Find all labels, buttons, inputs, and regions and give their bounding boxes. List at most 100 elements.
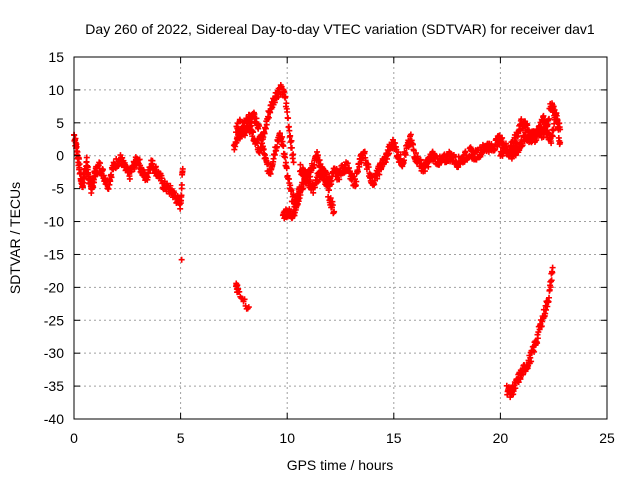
data-point	[551, 106, 558, 113]
data-point	[97, 160, 104, 167]
data-point	[285, 115, 292, 122]
data-point	[513, 139, 520, 146]
data-point	[179, 165, 186, 172]
x-tick-label: 0	[70, 430, 78, 446]
data-point	[553, 112, 560, 119]
data-point	[382, 159, 389, 166]
data-point	[509, 146, 516, 153]
data-point	[282, 93, 289, 100]
data-point	[517, 376, 524, 383]
data-point	[527, 354, 534, 361]
data-point	[84, 163, 91, 170]
data-point	[354, 168, 361, 175]
data-point	[149, 157, 156, 164]
data-point	[540, 112, 547, 119]
x-axis-ticks: 0 5 10 15 20 25	[70, 57, 615, 446]
data-point	[371, 181, 378, 188]
data-point	[290, 151, 297, 158]
data-point	[283, 100, 290, 107]
data-point	[105, 185, 112, 192]
data-points	[71, 82, 564, 401]
data-point	[99, 166, 106, 173]
data-point	[271, 99, 278, 106]
data-point	[239, 119, 246, 126]
data-point	[282, 154, 289, 161]
grid-lines	[74, 57, 607, 419]
data-point	[548, 132, 555, 139]
data-point	[555, 126, 562, 133]
data-point	[316, 157, 323, 164]
data-point	[290, 159, 297, 166]
data-point	[358, 159, 365, 166]
data-point	[265, 160, 272, 167]
y-tick-label: -40	[44, 411, 64, 427]
data-point	[515, 379, 522, 386]
data-point	[288, 144, 295, 151]
x-tick-label: 25	[599, 430, 615, 446]
data-point	[310, 189, 317, 196]
data-point	[548, 277, 555, 284]
data-point	[314, 148, 321, 155]
data-point	[462, 148, 469, 155]
data-point	[546, 294, 553, 301]
data-point	[549, 133, 556, 140]
data-point	[136, 156, 143, 163]
data-point	[107, 178, 114, 185]
data-point	[273, 143, 280, 150]
data-point	[512, 152, 519, 159]
x-tick-label: 20	[493, 430, 509, 446]
data-point	[231, 146, 238, 153]
data-point	[466, 152, 473, 159]
data-point	[554, 117, 561, 124]
data-point	[385, 151, 392, 158]
data-point	[276, 130, 283, 137]
data-point	[407, 131, 414, 138]
data-point	[100, 172, 107, 179]
data-point	[301, 168, 308, 175]
data-point	[328, 177, 335, 184]
data-point	[547, 284, 554, 291]
data-point	[261, 130, 268, 137]
data-point	[244, 126, 251, 133]
y-tick-label: 5	[56, 115, 64, 131]
y-axis-label: SDTVAR / TECUs	[7, 182, 23, 294]
data-point	[262, 125, 269, 132]
data-point	[144, 174, 151, 181]
data-point	[376, 171, 383, 178]
data-point	[152, 163, 159, 170]
data-point	[353, 178, 360, 185]
data-point	[83, 154, 90, 161]
data-point	[91, 179, 98, 186]
data-point	[283, 165, 290, 172]
data-point	[543, 122, 550, 129]
data-point	[542, 118, 549, 125]
chart-title: Day 260 of 2022, Sidereal Day-to-day VTE…	[85, 21, 595, 37]
data-point	[286, 127, 293, 134]
data-point	[365, 164, 372, 171]
x-tick-label: 10	[279, 430, 295, 446]
data-point	[296, 195, 303, 202]
y-tick-label: -30	[44, 345, 64, 361]
data-point	[389, 136, 396, 143]
data-point	[253, 115, 260, 122]
data-point	[108, 174, 115, 181]
data-point	[287, 132, 294, 139]
data-point	[265, 113, 272, 120]
data-point	[177, 205, 184, 212]
data-point	[544, 303, 551, 310]
data-point	[75, 156, 82, 163]
data-point	[288, 187, 295, 194]
data-point	[528, 358, 535, 365]
data-point	[236, 288, 243, 295]
data-point	[245, 304, 252, 311]
y-tick-label: -35	[44, 378, 64, 394]
data-point	[412, 150, 419, 157]
data-point	[271, 151, 278, 158]
data-point	[455, 163, 462, 170]
data-point	[126, 175, 133, 182]
data-point	[327, 195, 334, 202]
data-point	[325, 187, 332, 194]
data-point	[178, 181, 185, 188]
